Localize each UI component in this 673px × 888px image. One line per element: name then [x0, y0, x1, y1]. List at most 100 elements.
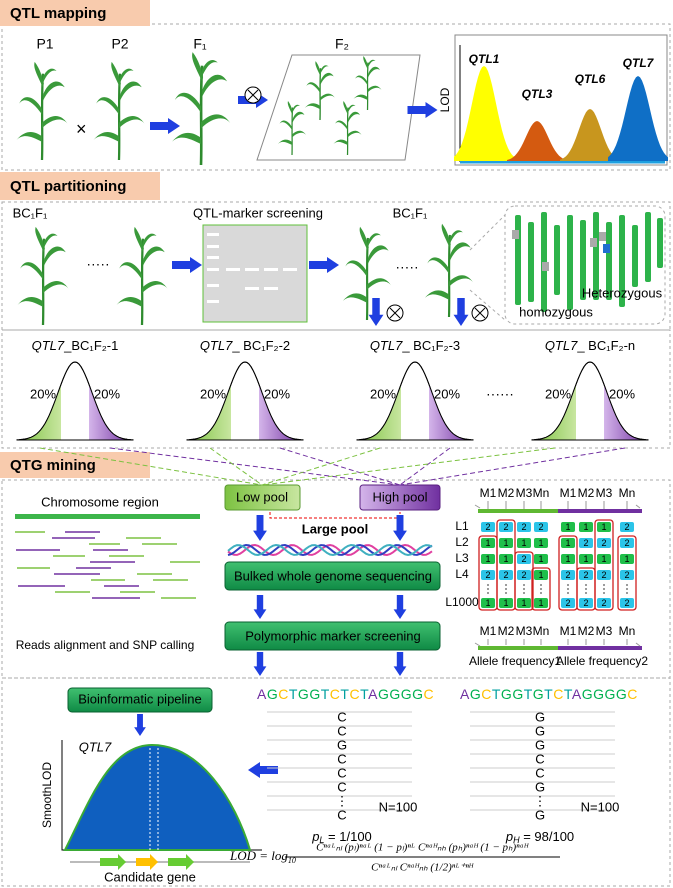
base: G [512, 686, 523, 702]
population-name: _ BC₁F₂-n [576, 338, 635, 353]
cell-value: 2 [538, 522, 543, 532]
base: C [481, 686, 492, 702]
link [261, 447, 381, 486]
cell [481, 538, 495, 548]
chromosome [632, 225, 638, 287]
gel [202, 224, 308, 323]
ellipsis-dot [523, 588, 525, 590]
cell-value: 2 [565, 570, 570, 580]
cell [579, 570, 593, 580]
cell-value: 2 [565, 598, 570, 608]
arrow [253, 652, 267, 676]
high-tail [604, 384, 648, 440]
chrom-bar [558, 646, 642, 650]
label: Candidate gene [104, 869, 196, 884]
base: T [544, 686, 553, 702]
cell [579, 554, 593, 564]
ellipsis-dot [603, 588, 605, 590]
ellipsis-dot [487, 584, 489, 586]
label: Polymorphic marker screening [245, 628, 421, 643]
marker-label: Mn [619, 624, 636, 638]
ellipsis-dot [487, 588, 489, 590]
marker-label: M1 [560, 486, 577, 500]
base: G [470, 686, 481, 702]
base: C [349, 686, 360, 702]
distribution-outline [16, 361, 134, 441]
large-pool-bracket [269, 512, 401, 519]
cell-value: 2 [624, 570, 629, 580]
chrom-bar [558, 509, 642, 513]
population-label: QTL7_ BC₁F₂-n [545, 338, 635, 353]
selected-column [531, 567, 551, 611]
zoom-box [504, 205, 666, 325]
cell-value: 2 [624, 522, 629, 532]
cell-value: 1 [485, 554, 490, 564]
chromosome [528, 222, 534, 302]
genes [100, 854, 194, 870]
cell [517, 598, 531, 608]
label: Chromosome region [41, 494, 159, 509]
peak-label: QTL3 [522, 87, 553, 101]
cell-value: 1 [503, 598, 508, 608]
ellipsis-dot [626, 584, 628, 586]
label: BC₁F₁ [393, 205, 428, 220]
frequency: pL = 1/100 [311, 829, 372, 845]
qtl-name: QTL7 [32, 338, 65, 353]
label: 20% [434, 386, 460, 401]
peak-label: QTL1 [469, 52, 500, 66]
cell-value: 1 [521, 598, 526, 608]
reads [15, 531, 200, 599]
plant [92, 60, 146, 160]
cell [579, 538, 593, 548]
lod-peak [560, 109, 620, 161]
label: P2 [111, 36, 128, 52]
distribution-outline [356, 361, 474, 441]
cell-value: 1 [538, 570, 543, 580]
base: G [593, 686, 604, 702]
cell [597, 554, 611, 564]
arrow [309, 257, 339, 273]
cell-value: 1 [565, 538, 570, 548]
arrow [393, 515, 407, 541]
base: C [627, 686, 638, 702]
allele: C [535, 765, 544, 780]
ellipsis-dot [487, 592, 489, 594]
link [279, 447, 401, 486]
marker-label: M1 [560, 624, 577, 638]
allele: C [337, 807, 346, 822]
distribution-outline [186, 361, 304, 441]
cell-value: 2 [521, 554, 526, 564]
qtl-label: QTL7 [79, 739, 112, 754]
ellipsis-dot [567, 592, 569, 594]
label: Bioinformatic pipeline [78, 691, 202, 706]
base: G [401, 686, 412, 702]
cell [517, 538, 531, 548]
chromosome [580, 220, 586, 300]
gel-bands [207, 233, 297, 303]
low-tail [532, 384, 576, 440]
subscript: H [513, 835, 520, 845]
ellipsis-dot [505, 592, 507, 594]
lod-peak [608, 76, 668, 161]
link [109, 447, 401, 486]
break [635, 642, 641, 647]
arrow [248, 762, 278, 778]
population-label: QTL7_ BC₁F₂-3 [370, 338, 460, 353]
low-tail [187, 384, 231, 440]
cell-value: 1 [583, 522, 588, 532]
cell [534, 538, 548, 548]
label: 20% [30, 386, 56, 401]
cell-value: 1 [601, 554, 606, 564]
cell [499, 538, 513, 548]
base: C [330, 686, 341, 702]
cell-value: 2 [583, 538, 588, 548]
high-tail [429, 384, 473, 440]
cell [534, 570, 548, 580]
cell-value: 2 [583, 570, 588, 580]
cell-value: 1 [538, 598, 543, 608]
row-label: L2 [455, 535, 469, 549]
cell-value: 2 [601, 570, 606, 580]
arrow [368, 298, 384, 326]
